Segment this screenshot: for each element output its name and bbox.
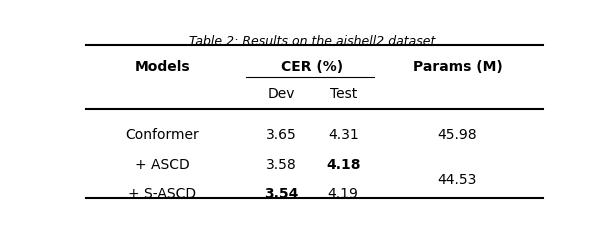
Text: 45.98: 45.98 [438,128,477,141]
Text: + ASCD: + ASCD [135,158,190,172]
Text: 3.54: 3.54 [264,186,298,200]
Text: 4.19: 4.19 [328,186,359,200]
Text: 3.58: 3.58 [266,158,297,172]
Text: 3.65: 3.65 [266,128,297,141]
Text: Table 2: Results on the aishell2 dataset.: Table 2: Results on the aishell2 dataset… [190,35,440,48]
Text: CER (%): CER (%) [281,60,343,74]
Text: 44.53: 44.53 [438,172,477,186]
Text: Params (M): Params (M) [413,60,502,74]
Text: 4.31: 4.31 [328,128,359,141]
Text: 4.18: 4.18 [326,158,360,172]
Text: Conformer: Conformer [125,128,200,141]
Text: Dev: Dev [268,87,295,100]
Text: Test: Test [330,87,357,100]
Text: Models: Models [134,60,190,74]
Text: + S-ASCD: + S-ASCD [128,186,196,200]
